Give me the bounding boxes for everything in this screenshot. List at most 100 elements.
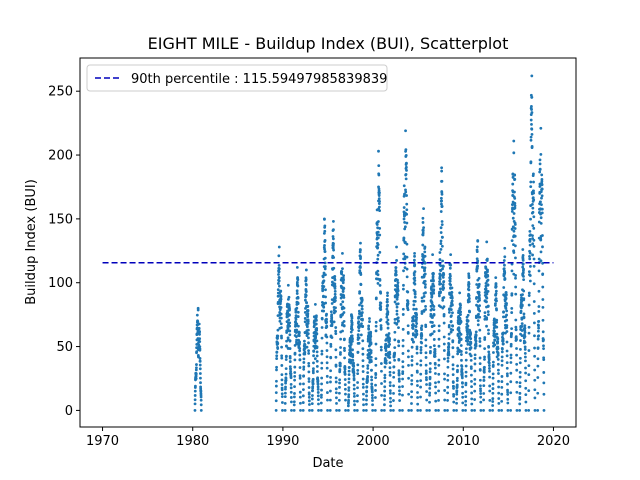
- scatter-point: [361, 317, 364, 321]
- scatter-point: [401, 352, 405, 355]
- scatter-point: [477, 282, 481, 286]
- scatter-point: [280, 356, 284, 360]
- scatter-point: [338, 367, 342, 371]
- scatter-point: [528, 257, 532, 261]
- scatter-point: [352, 392, 356, 395]
- scatter-point: [451, 363, 455, 367]
- scatter-point: [342, 311, 346, 314]
- scatter-point: [366, 380, 369, 384]
- scatter-point: [380, 382, 383, 385]
- scatter-point: [510, 239, 514, 243]
- scatter-point: [478, 356, 482, 360]
- scatter-point: [532, 198, 536, 202]
- scatter-point: [368, 320, 371, 323]
- scatter-point: [466, 342, 470, 346]
- scatter-point: [284, 372, 288, 376]
- scatter-point: [413, 295, 417, 299]
- scatter-point: [289, 382, 293, 386]
- scatter-point: [443, 377, 446, 381]
- scatter-point: [324, 288, 327, 292]
- scatter-point: [407, 392, 411, 396]
- scatter-point: [342, 274, 345, 278]
- y-tick-label: 100: [48, 276, 73, 291]
- scatter-point: [537, 310, 541, 313]
- scatter-point: [274, 391, 278, 395]
- scatter-point: [325, 317, 328, 321]
- scatter-point: [371, 399, 374, 402]
- scatter-point: [375, 223, 379, 226]
- scatter-point: [407, 355, 410, 359]
- scatter-point: [536, 409, 540, 412]
- scatter-point: [495, 318, 499, 322]
- scatter-point: [451, 339, 455, 343]
- scatter-point: [428, 391, 432, 395]
- scatter-season: [319, 217, 329, 412]
- scatter-point: [329, 356, 333, 360]
- scatter-point: [542, 409, 546, 412]
- scatter-point: [501, 342, 505, 346]
- scatter-point: [277, 273, 280, 276]
- scatter-point: [198, 363, 202, 367]
- scatter-point: [431, 274, 435, 278]
- scatter-point: [386, 291, 389, 295]
- scatter-point: [448, 277, 452, 281]
- scatter-point: [305, 325, 309, 329]
- scatter-point: [198, 330, 201, 333]
- scatter-point: [540, 183, 544, 187]
- scatter-point: [486, 274, 490, 278]
- x-tick-label: 1980: [176, 434, 209, 449]
- scatter-point: [280, 354, 284, 358]
- scatter-point: [440, 199, 443, 203]
- scatter-point: [402, 217, 406, 221]
- scatter-point: [331, 237, 335, 241]
- scatter-point: [479, 389, 482, 393]
- scatter-point: [299, 409, 302, 412]
- scatter-point: [486, 304, 490, 308]
- scatter-point: [542, 344, 545, 348]
- scatter-point: [506, 409, 510, 412]
- scatter-point: [312, 361, 315, 365]
- scatter-point: [411, 317, 415, 321]
- scatter-point: [325, 361, 329, 365]
- scatter-point: [341, 329, 344, 333]
- scatter-point: [333, 289, 337, 293]
- scatter-point: [398, 409, 402, 412]
- scatter-point: [500, 392, 504, 396]
- scatter-point: [324, 273, 327, 277]
- scatter-point: [510, 327, 514, 331]
- scatter-point: [195, 366, 198, 370]
- scatter-point: [531, 253, 534, 257]
- scatter-point: [464, 370, 468, 374]
- scatter-point: [438, 274, 442, 278]
- scatter-point: [293, 365, 297, 369]
- scatter-point: [524, 386, 528, 390]
- scatter-point: [509, 353, 513, 357]
- scatter-point: [497, 397, 501, 400]
- scatter-point: [275, 354, 279, 358]
- scatter-point: [395, 312, 399, 316]
- scatter-point: [332, 256, 336, 259]
- scatter-point: [316, 376, 320, 380]
- scatter-point: [369, 355, 373, 359]
- scatter-point: [331, 235, 335, 238]
- scatter-point: [500, 363, 504, 367]
- scatter-point: [294, 331, 298, 334]
- scatter-point: [376, 253, 380, 257]
- scatter-point: [359, 333, 363, 337]
- scatter-point: [420, 324, 424, 328]
- scatter-point: [374, 342, 378, 346]
- scatter-point: [276, 294, 280, 298]
- scatter-point: [473, 362, 477, 366]
- scatter-point: [469, 341, 473, 345]
- scatter-point: [433, 355, 437, 358]
- scatter-point: [302, 365, 306, 369]
- scatter-point: [316, 385, 320, 389]
- scatter-point: [440, 179, 444, 183]
- scatter-point: [328, 409, 332, 412]
- scatter-point: [356, 350, 360, 354]
- scatter-point: [193, 398, 197, 402]
- scatter-point: [510, 332, 513, 335]
- scatter-point: [529, 138, 533, 142]
- scatter-point: [339, 346, 342, 349]
